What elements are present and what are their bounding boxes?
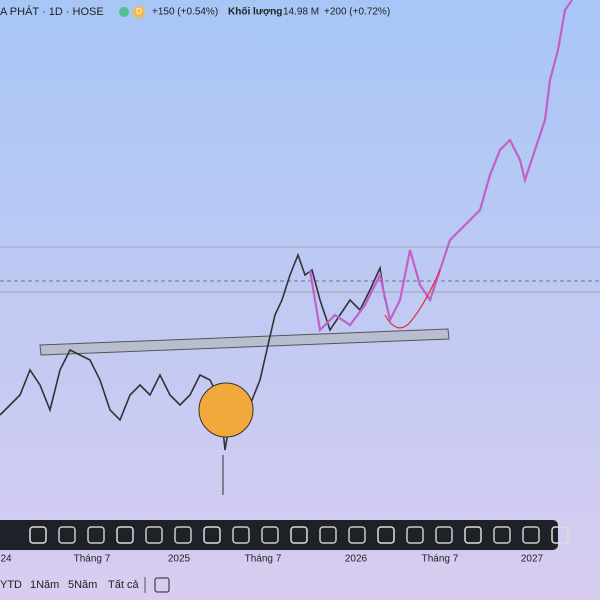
tools xyxy=(29,526,569,544)
range-button[interactable]: Tất cả xyxy=(108,579,139,591)
range-bar: YTD 1Năm 5Năm Tất cả xyxy=(0,579,139,591)
volume: 14.98 M xyxy=(283,7,319,18)
tool-button[interactable] xyxy=(435,526,453,544)
tool-button[interactable] xyxy=(464,526,482,544)
tool-button[interactable] xyxy=(232,526,250,544)
tool-button[interactable] xyxy=(493,526,511,544)
range-button[interactable]: YTD xyxy=(0,579,22,591)
badge-text: D xyxy=(136,7,142,16)
time-label: Tháng 7 xyxy=(422,554,459,565)
price-line xyxy=(0,252,386,451)
path-arrow xyxy=(384,269,441,329)
tool-button[interactable] xyxy=(203,526,221,544)
time-label: 2027 xyxy=(521,554,544,565)
tool-button[interactable] xyxy=(87,526,105,544)
tool-button[interactable] xyxy=(290,526,308,544)
volume-label: Khối lượng xyxy=(228,6,282,18)
time-label: Tháng 7 xyxy=(245,554,282,565)
symbol: A PHÁT · 1D · HOSE xyxy=(0,5,104,18)
time-label: 24 xyxy=(0,554,12,565)
tool-button[interactable] xyxy=(551,526,569,544)
time-axis: 24 Tháng 7 2025 Tháng 7 2026 Tháng 7 2027 xyxy=(0,554,543,565)
highlight-circle xyxy=(198,382,254,438)
tool-button[interactable] xyxy=(406,526,424,544)
tool-button[interactable] xyxy=(174,526,192,544)
tool-button[interactable] xyxy=(319,526,337,544)
tool-button[interactable] xyxy=(522,526,540,544)
projection-line xyxy=(308,0,573,333)
badge xyxy=(133,6,145,18)
tool-button[interactable] xyxy=(29,526,47,544)
tool-button[interactable] xyxy=(377,526,395,544)
time-label: Tháng 7 xyxy=(74,554,111,565)
range-button[interactable]: 5Năm xyxy=(68,579,97,591)
volume-change: +200 (+0.72%) xyxy=(324,7,390,18)
channel xyxy=(39,328,450,356)
range-button[interactable]: 1Năm xyxy=(30,579,59,591)
tool-button[interactable] xyxy=(116,526,134,544)
time-label: 2026 xyxy=(345,554,368,565)
toolbar xyxy=(0,520,558,550)
change: +150 (+0.54%) xyxy=(152,7,218,18)
tool-button[interactable] xyxy=(348,526,366,544)
tool-button[interactable] xyxy=(145,526,163,544)
calendar-button[interactable] xyxy=(154,577,170,593)
tool-button[interactable] xyxy=(58,526,76,544)
time-label: 2025 xyxy=(168,554,191,565)
tool-button[interactable] xyxy=(261,526,279,544)
status-dot xyxy=(119,7,129,17)
